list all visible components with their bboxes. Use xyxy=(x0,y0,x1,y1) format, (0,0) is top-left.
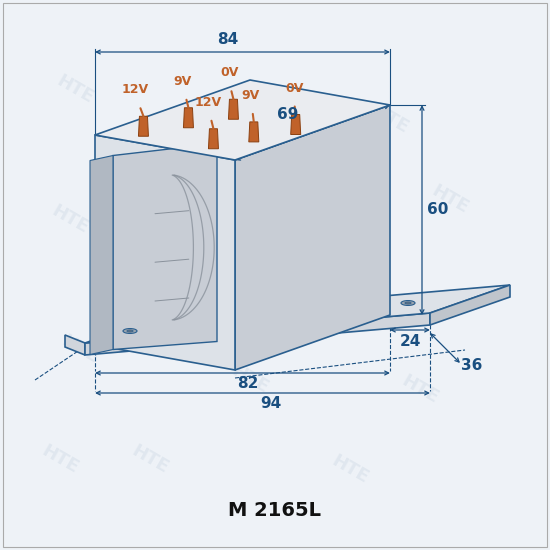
Text: 36: 36 xyxy=(461,358,483,372)
Polygon shape xyxy=(139,116,148,136)
Text: HTE: HTE xyxy=(128,442,172,478)
Text: M 2165L: M 2165L xyxy=(228,500,322,520)
Polygon shape xyxy=(291,114,301,135)
Polygon shape xyxy=(90,156,113,355)
Ellipse shape xyxy=(401,300,415,305)
Text: HTE: HTE xyxy=(48,202,92,238)
Text: 69: 69 xyxy=(277,107,298,122)
Text: HTE: HTE xyxy=(58,332,102,368)
Text: 0V: 0V xyxy=(285,81,304,95)
Text: HTE: HTE xyxy=(53,72,97,108)
Polygon shape xyxy=(95,80,390,160)
Polygon shape xyxy=(85,285,510,343)
Text: 9V: 9V xyxy=(173,75,191,88)
Text: HTE: HTE xyxy=(39,442,81,478)
Polygon shape xyxy=(430,285,510,325)
Text: 12V: 12V xyxy=(195,96,222,109)
Polygon shape xyxy=(249,122,259,142)
Polygon shape xyxy=(235,105,390,370)
Text: 12V: 12V xyxy=(122,83,149,96)
Text: HTE: HTE xyxy=(208,92,252,128)
Polygon shape xyxy=(85,313,430,355)
Text: HTE: HTE xyxy=(328,452,372,488)
Text: HTE: HTE xyxy=(368,102,411,138)
Text: 24: 24 xyxy=(399,333,421,349)
Text: 82: 82 xyxy=(237,377,258,392)
Polygon shape xyxy=(65,335,85,355)
Polygon shape xyxy=(95,135,235,370)
Polygon shape xyxy=(208,129,218,149)
Polygon shape xyxy=(228,99,239,119)
Text: HTE: HTE xyxy=(199,222,241,258)
Text: 0V: 0V xyxy=(220,66,239,79)
Text: 60: 60 xyxy=(427,202,449,217)
Ellipse shape xyxy=(127,330,133,332)
Text: 94: 94 xyxy=(260,397,281,411)
Text: HTE: HTE xyxy=(398,372,442,408)
Ellipse shape xyxy=(123,328,137,333)
Text: HTE: HTE xyxy=(228,362,272,398)
Text: HTE: HTE xyxy=(428,182,472,218)
Text: 84: 84 xyxy=(217,32,238,47)
Polygon shape xyxy=(184,108,194,128)
Polygon shape xyxy=(113,144,217,349)
Text: HTE: HTE xyxy=(348,237,392,273)
Ellipse shape xyxy=(405,302,411,304)
Text: 9V: 9V xyxy=(241,89,260,102)
